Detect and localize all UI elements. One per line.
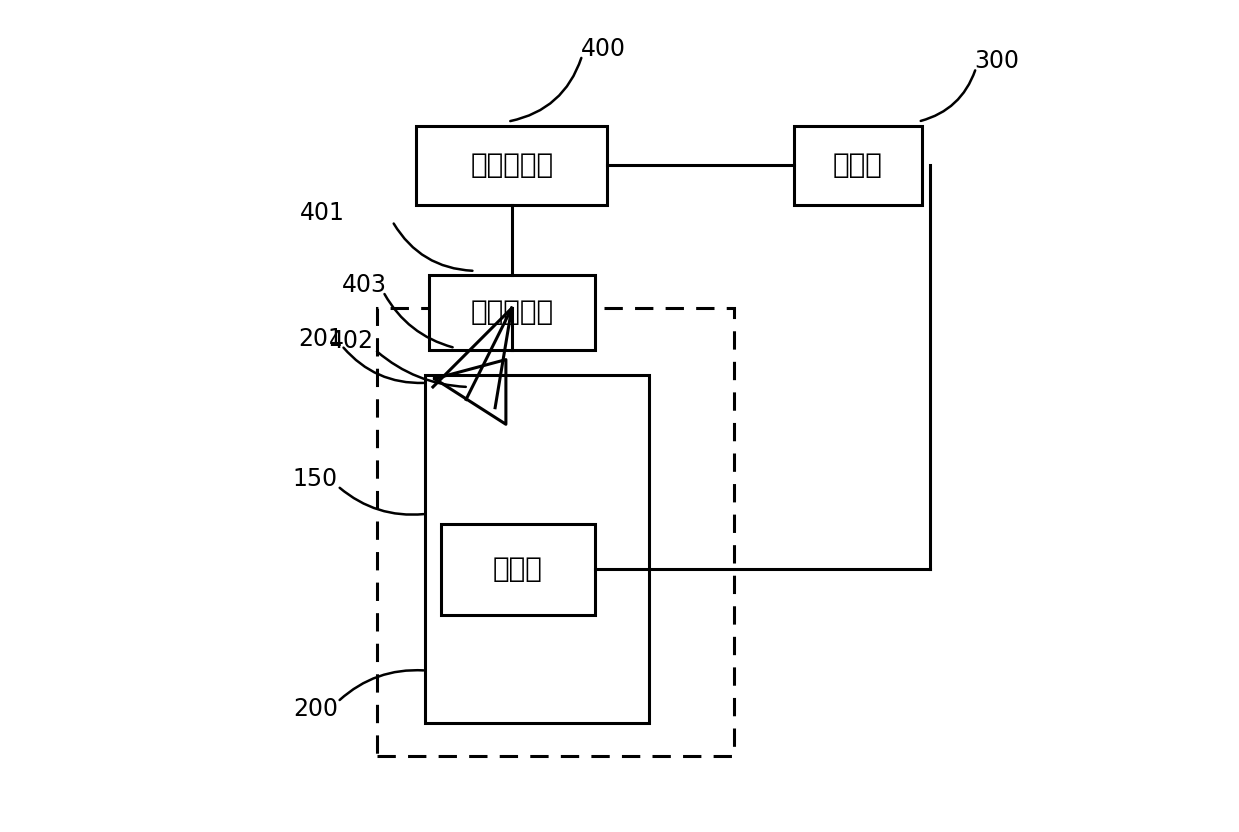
Bar <box>378 308 733 756</box>
Text: 200: 200 <box>294 697 338 721</box>
Text: 电路板: 电路板 <box>493 556 543 583</box>
Text: 403: 403 <box>342 273 387 297</box>
Text: 401: 401 <box>300 201 346 225</box>
Text: 计算机: 计算机 <box>833 151 883 179</box>
Text: 300: 300 <box>974 49 1020 73</box>
Bar <box>441 524 595 615</box>
Text: 信号综测仪: 信号综测仪 <box>470 151 554 179</box>
Text: 400: 400 <box>581 37 626 61</box>
Bar <box>429 275 595 349</box>
Text: 402: 402 <box>330 329 374 354</box>
Bar <box>425 374 648 723</box>
Bar <box>794 126 922 205</box>
Bar <box>416 126 607 205</box>
Text: 150: 150 <box>292 467 337 491</box>
Text: 射频连接器: 射频连接器 <box>470 299 554 326</box>
Text: 201: 201 <box>299 327 343 351</box>
